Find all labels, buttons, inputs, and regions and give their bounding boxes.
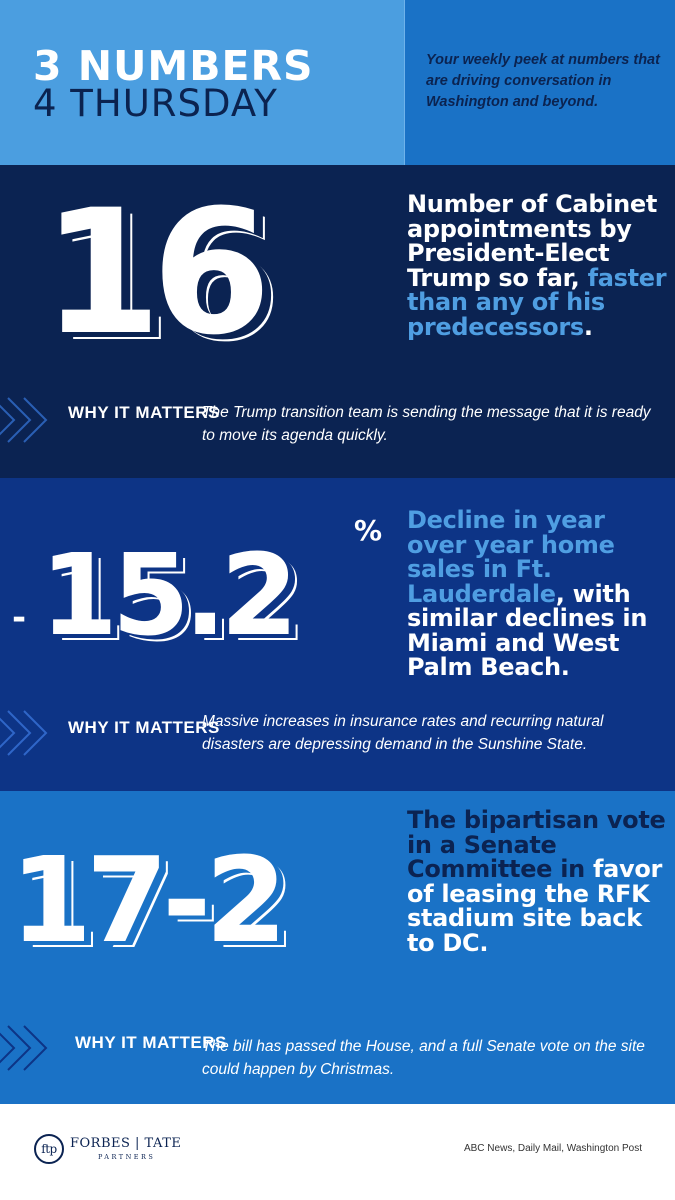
title-line-1: 3 NUMBERS: [33, 42, 314, 90]
stat-description: Decline in year over year home sales in …: [407, 508, 669, 680]
logo-subtitle: PARTNERS: [98, 1153, 156, 1161]
chevrons-icon: [0, 1025, 48, 1071]
why-it-matters-text: The Trump transition team is sending the…: [202, 404, 651, 444]
description-end: of leasing the RFK stadium site back to …: [407, 879, 650, 957]
description-text: , with similar declines in Miami and Wes…: [407, 579, 648, 681]
stat-section-3: 17-2 The bipartisan vote in a Senate Com…: [0, 791, 675, 1104]
big-number: 15.2: [40, 531, 298, 661]
stat-section-1: 16 Number of Cabinet appointments by Pre…: [0, 165, 675, 478]
tagline: Your weekly peek at numbers that are dri…: [426, 52, 660, 110]
why-it-matters-label: WHY IT MATTERS: [68, 718, 220, 737]
header-tagline-panel: [405, 0, 675, 165]
chevrons-icon: [0, 397, 48, 443]
footer: ftp FORBES | TATE PARTNERS ABC News, Dai…: [0, 1104, 675, 1200]
stat-description: Number of Cabinet appointments by Presid…: [407, 192, 669, 339]
description-text: Number of Cabinet appointments by Presid…: [407, 190, 658, 292]
big-number: 17-2: [10, 831, 287, 969]
why-it-matters-text: Massive increases in insurance rates and…: [202, 713, 604, 753]
percent-sign: %: [354, 514, 383, 547]
why-it-matters-label: WHY IT MATTERS: [75, 1033, 227, 1052]
sources: ABC News, Daily Mail, Washington Post: [463, 1143, 642, 1154]
chevrons-icon: [0, 710, 48, 756]
ftp-logo-icon: ftp: [34, 1134, 64, 1164]
description-end: .: [583, 312, 593, 341]
stat-description: The bipartisan vote in a Senate Committe…: [407, 808, 669, 955]
description-text: The bipartisan vote in a Senate Committe…: [407, 806, 666, 883]
why-it-matters-text: The bill has passed the House, and a ful…: [202, 1038, 645, 1078]
number-prefix: -: [12, 598, 27, 638]
description-highlight: Decline in year over year home sales in …: [407, 506, 615, 608]
stat-section-2: - 15.2 % Decline in year over year home …: [0, 478, 675, 791]
description-highlight: faster than any of his predecessors: [407, 263, 667, 341]
header: 3 NUMBERS 4 THURSDAY Your weekly peek at…: [0, 0, 675, 165]
logo-name: FORBES | TATE: [70, 1136, 182, 1151]
title-line-2: 4 THURSDAY: [33, 82, 278, 125]
big-number: 16: [42, 172, 271, 373]
description-highlight: favor: [592, 855, 663, 883]
header-title-panel: 3 NUMBERS 4 THURSDAY: [0, 0, 405, 165]
why-it-matters-label: WHY IT MATTERS: [68, 403, 220, 422]
